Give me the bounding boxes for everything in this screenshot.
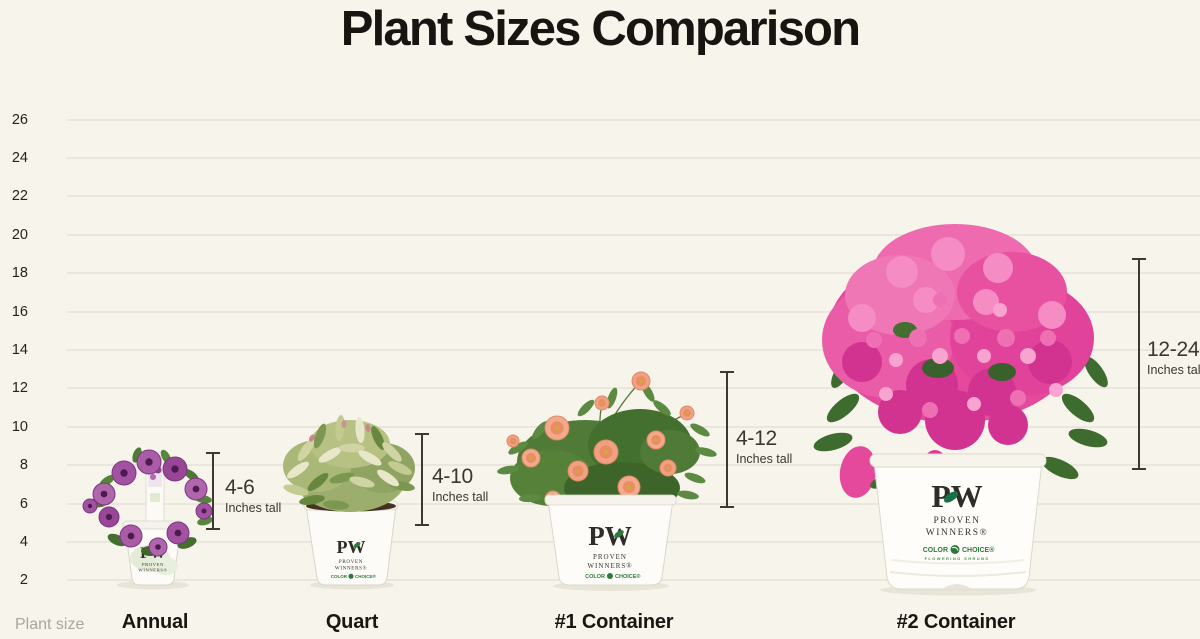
container2-unit: Inches tall: [1147, 363, 1200, 378]
y-tick: 14: [11, 342, 28, 358]
category-label-container1: #1 Container: [554, 611, 674, 633]
annual-range: 4-6: [225, 476, 255, 499]
container1-unit: Inches tall: [736, 452, 793, 467]
container1-pot-line2: WINNERS®: [587, 562, 632, 570]
container2-flower-dome: [822, 224, 1094, 504]
y-tick: 22: [11, 188, 28, 204]
annual-unit: Inches tall: [225, 501, 282, 516]
x-axis-title: Plant size: [15, 616, 85, 633]
category-label-annual: Annual: [121, 611, 189, 633]
chart-title: Plant Sizes Comparison: [340, 2, 861, 56]
quart-measure-line: [415, 433, 429, 526]
container2-measure-label: 12-24 Inches tall: [1147, 338, 1200, 378]
annual-measure-label: 4-6 Inches tall: [225, 476, 282, 516]
y-tick: 4: [19, 534, 28, 550]
y-tick: 6: [19, 496, 28, 512]
container2-pot: PW PROVEN WINNERS® COLOR CHOICE® FLOWERI…: [869, 453, 1047, 590]
container1-color-choice-left: COLOR: [585, 574, 605, 580]
quart-pot: PW PROVEN WINNERS® COLOR CHOICE®: [303, 500, 399, 586]
y-tick: 24: [11, 150, 28, 166]
quart-color-choice-right: CHOICE®: [355, 573, 377, 579]
y-tick: 2: [19, 572, 28, 588]
gridline-24: [67, 157, 1200, 159]
container2-color-choice-left: COLOR: [923, 547, 948, 554]
container2-color-choice-right: CHOICE®: [962, 546, 995, 554]
gridline-14: [67, 349, 1200, 351]
category-label-quart: Quart: [325, 611, 379, 633]
quart-pot-line1: PROVEN: [339, 560, 363, 565]
container1-measure-label: 4-12 Inches tall: [736, 427, 793, 467]
container2-leaf-ball-icon: [950, 545, 960, 554]
gridline-20: [67, 234, 1200, 236]
container1-pot: PW PROVEN WINNERS® COLOR CHOICE®: [544, 494, 677, 586]
container2-range: 12-24: [1147, 338, 1200, 361]
annual-pot-line2: WINNERS®: [138, 568, 167, 573]
gridline-22: [67, 195, 1200, 197]
container2-pot-line2: WINNERS®: [926, 527, 989, 538]
y-tick: 16: [11, 304, 28, 320]
gridline-16: [67, 311, 1200, 313]
quart-pot-line2: WINNERS®: [335, 566, 367, 572]
quart-plant-photo: PW PROVEN WINNERS® COLOR CHOICE®: [283, 415, 415, 590]
gridline-12: [67, 387, 1200, 389]
container1-range: 4-12: [736, 427, 777, 450]
container1-leaf-ball-icon: [607, 573, 613, 579]
annual-plant-photo: PW PROVEN WINNERS®: [82, 447, 213, 590]
y-tick: 26: [11, 112, 28, 128]
quart-measure-label: 4-10 Inches tall: [432, 465, 489, 505]
gridline-18: [67, 272, 1200, 274]
container1-pot-line1: PROVEN: [593, 553, 627, 561]
container1-plant-photo: PW PROVEN WINNERS® COLOR CHOICE®: [497, 371, 717, 591]
gridline-26: [67, 119, 1200, 121]
quart-range: 4-10: [432, 465, 473, 488]
quart-color-choice-left: COLOR: [331, 574, 348, 579]
annual-measure-line: [206, 452, 220, 530]
quart-unit: Inches tall: [432, 490, 489, 505]
container2-measure-line: [1132, 258, 1146, 470]
annual-pot-line1: PROVEN: [142, 562, 164, 567]
quart-pot-brand: PW: [337, 537, 366, 557]
y-tick: 12: [11, 380, 28, 396]
y-tick: 18: [11, 265, 28, 281]
quart-leaf-ball-icon: [348, 573, 354, 579]
container1-measure-line: [720, 371, 734, 508]
quart-foliage: [283, 415, 415, 512]
container1-color-choice-right: CHOICE®: [615, 573, 640, 580]
annual-flower-centers: [87, 458, 207, 550]
y-tick: 8: [19, 457, 28, 473]
y-tick: 20: [11, 227, 28, 243]
container2-pot-line1: PROVEN: [933, 516, 980, 526]
y-tick: 10: [11, 419, 28, 435]
category-label-container2: #2 Container: [896, 611, 1016, 633]
container2-flowering-shrubs: FLOWERING SHRUBS: [925, 556, 990, 561]
container2-plant-photo: PW PROVEN WINNERS® COLOR CHOICE® FLOWERI…: [813, 224, 1108, 596]
container1-pot-brand: PW: [588, 521, 632, 551]
